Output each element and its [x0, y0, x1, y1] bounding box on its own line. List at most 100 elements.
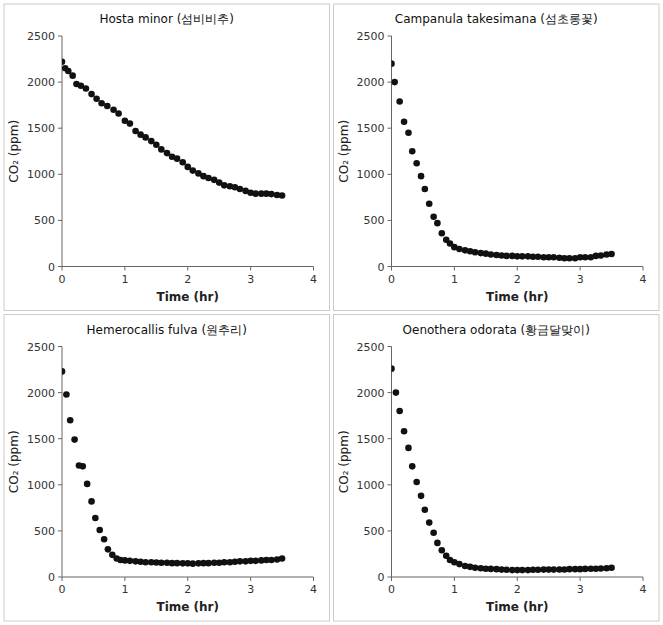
point: [71, 436, 78, 443]
point: [279, 555, 286, 562]
point: [252, 558, 259, 565]
x-tick: [250, 267, 251, 271]
point: [519, 567, 526, 574]
x-tick-label: 3: [247, 273, 254, 286]
y-tick: [388, 220, 392, 221]
point: [268, 191, 275, 198]
y-tick: [58, 82, 62, 83]
chart-title: Hosta minor (섬비비추): [99, 12, 234, 26]
y-tick-label: 1500: [357, 433, 385, 446]
point: [566, 255, 573, 262]
y-tick-label: 1000: [357, 479, 385, 492]
y-tick-label: 1500: [27, 122, 55, 135]
point: [535, 567, 542, 574]
point: [598, 565, 605, 572]
y-tick: [388, 484, 392, 485]
y-tick-label: 2000: [27, 76, 55, 89]
chart-title: Oenothera odorata (황금달맞이): [403, 323, 590, 337]
y-axis-label: CO₂ (ppm): [7, 430, 21, 493]
x-tick: [580, 577, 581, 581]
points: [392, 365, 615, 573]
point: [174, 560, 181, 567]
y-axis-label: CO₂ (ppm): [337, 430, 351, 493]
x-tick: [391, 267, 392, 271]
y-axis-line: [391, 347, 392, 578]
point: [83, 85, 90, 92]
y-tick: [58, 577, 62, 578]
point: [158, 559, 165, 566]
y-tick-label: 1000: [27, 479, 55, 492]
x-tick-label: 0: [59, 583, 66, 596]
x-tick-label: 2: [514, 273, 521, 286]
x-tick-label: 1: [451, 583, 458, 596]
y-tick-label: 0: [48, 261, 55, 274]
point: [93, 95, 100, 102]
y-tick-label: 2000: [357, 387, 385, 400]
point: [92, 515, 99, 522]
point: [237, 558, 244, 565]
chart-title: Hemerocallis fulva (원추리): [87, 323, 247, 337]
x-tick: [62, 577, 63, 581]
point: [142, 559, 149, 566]
point: [430, 529, 437, 536]
point: [434, 220, 441, 227]
point: [472, 249, 479, 256]
point: [396, 408, 403, 415]
x-tick-label: 1: [451, 273, 458, 286]
x-tick: [187, 577, 188, 581]
y-tick-label: 500: [34, 214, 55, 227]
x-axis-label: Time (hr): [486, 600, 549, 614]
y-tick: [388, 530, 392, 531]
point: [550, 566, 557, 573]
point: [426, 201, 433, 208]
point: [488, 251, 495, 258]
y-tick: [388, 82, 392, 83]
point: [392, 60, 395, 67]
x-tick-label: 4: [640, 583, 647, 596]
point: [252, 190, 259, 197]
point: [104, 103, 111, 110]
y-tick-label: 1500: [357, 122, 385, 135]
x-tick-label: 4: [310, 273, 317, 286]
y-tick-label: 500: [364, 525, 385, 538]
point: [550, 254, 557, 261]
point: [456, 561, 463, 568]
point: [237, 186, 244, 193]
point: [392, 365, 395, 372]
y-tick: [58, 346, 62, 347]
x-axis-label: Time (hr): [156, 290, 219, 304]
y-tick-label: 0: [378, 261, 385, 274]
point: [189, 560, 196, 567]
point: [153, 141, 160, 148]
point: [142, 134, 149, 141]
point: [582, 254, 589, 261]
y-axis-label: CO₂ (ppm): [337, 120, 351, 183]
y-axis-line: [391, 36, 392, 267]
x-tick: [580, 267, 581, 271]
point: [488, 566, 495, 573]
point: [221, 559, 228, 566]
point: [62, 59, 65, 66]
x-tick: [517, 577, 518, 581]
point: [115, 110, 122, 117]
point: [174, 155, 181, 162]
point: [205, 175, 212, 182]
y-tick-label: 2000: [27, 387, 55, 400]
y-tick: [58, 392, 62, 393]
x-tick-label: 3: [247, 583, 254, 596]
y-tick: [388, 174, 392, 175]
point: [88, 498, 95, 505]
point: [582, 566, 589, 573]
x-tick: [124, 267, 125, 271]
point: [422, 186, 429, 193]
figure: Hosta minor (섬비비추)0123405001000150020002…: [0, 0, 663, 625]
point: [401, 118, 408, 125]
point: [98, 100, 105, 107]
y-tick: [58, 530, 62, 531]
point: [127, 558, 134, 565]
point: [401, 428, 408, 435]
point: [396, 98, 403, 105]
point: [519, 253, 526, 260]
x-tick-label: 0: [388, 583, 395, 596]
y-axis-label: CO₂ (ppm): [7, 120, 21, 183]
